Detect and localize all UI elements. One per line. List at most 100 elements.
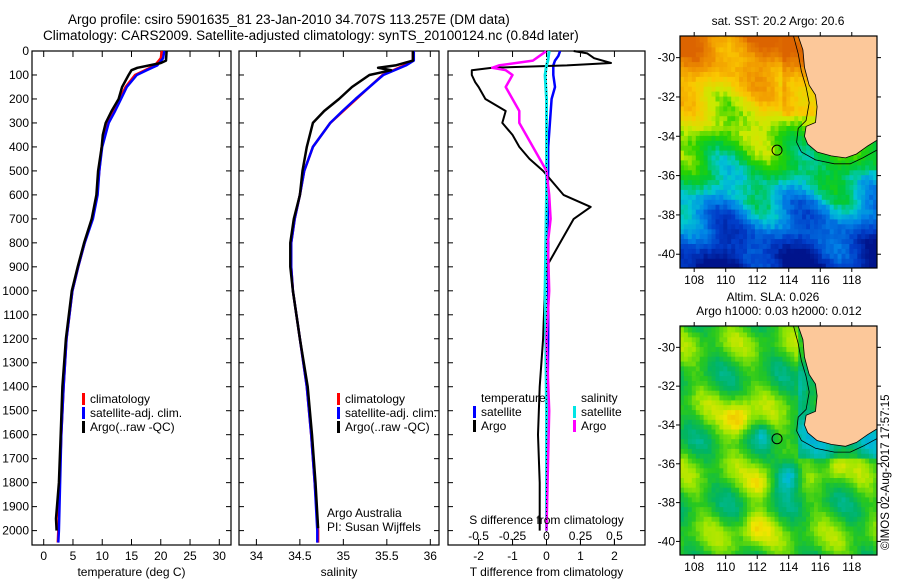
map-cell [680,496,685,503]
map-cell [849,243,854,249]
map-cell [802,516,807,522]
map-cell [829,448,835,454]
map-cell [723,545,728,551]
map-cell [778,154,783,161]
map-cell [778,228,783,235]
map-cell [798,365,803,372]
map-cell [723,530,728,537]
map-cell [735,130,740,136]
map-cell [841,530,846,537]
map-cell [790,472,795,478]
map-cell [691,399,697,406]
map-cell [798,194,803,200]
map-cell [790,394,795,401]
map-cell [814,258,819,264]
map-cell [711,194,716,200]
map-cell [743,462,748,469]
map-cell [825,209,831,215]
map-cell [853,530,858,537]
map-cell [731,37,736,43]
map-cell [719,61,724,68]
map-cell [723,525,728,532]
map-cell [719,346,724,352]
map-cell [770,199,776,205]
map-cell [680,263,685,268]
map-cell [695,218,701,225]
map-cell [758,184,764,190]
map-cell [770,189,776,195]
map-cell [837,248,843,254]
map-cell [857,506,862,512]
map-cell [869,258,874,264]
map-cell [754,248,760,254]
map-cell [778,428,783,435]
map-cell [747,154,752,161]
map-cell [833,501,839,508]
map-cell [798,110,803,117]
map-cell [829,550,835,555]
map-cell [715,204,720,210]
map-cell [743,125,748,131]
map-cell [821,467,827,474]
map-cell [766,120,772,126]
map-cell [727,545,732,551]
map-cell [790,365,795,372]
map-cell [687,540,693,546]
map-cell [782,66,787,72]
map-cell [798,189,803,195]
map-cell [735,169,740,176]
map-cell [798,81,803,87]
map-cell [762,150,768,156]
map-cell [845,154,850,161]
map-cell [719,223,724,230]
map-cell [691,36,697,38]
map-cell [786,443,791,449]
map-cell [750,521,756,527]
map-cell [869,253,874,259]
map-cell [691,223,697,230]
map-cell [743,238,748,244]
map-cell [680,194,685,200]
map-cell [849,487,854,493]
map-cell [680,360,685,367]
map-cell [723,56,728,63]
map-cell [778,100,783,107]
map-cell [683,356,689,362]
map-cell [853,248,858,254]
map-cell [739,115,744,122]
map-cell [731,351,736,357]
map-cell [790,550,795,555]
map-cell [778,115,783,122]
map-cell [861,482,866,488]
map-cell [790,346,795,352]
map-cell [817,253,823,259]
map-cell [786,81,791,87]
map-cell [829,525,835,532]
map-cell [739,213,744,220]
map-cell [794,501,799,508]
map-cell [782,467,787,474]
map-cell [770,258,776,264]
map-cell [758,81,764,87]
map-cell [845,213,850,220]
map-cell [782,438,787,445]
map-cell [683,223,689,230]
map-cell [707,399,713,406]
map-cell [865,253,870,259]
map-cell [833,453,839,459]
map-cell [802,140,807,146]
map-cell [782,238,787,244]
map-cell [727,243,732,249]
map-cell [680,394,685,401]
map-cell [727,145,732,151]
map-cell [806,81,811,87]
map-cell [766,159,772,166]
map-cell [699,174,705,181]
map-cell [798,399,803,406]
map-cell [814,438,819,445]
map-cell [770,159,776,166]
map-cell [786,233,791,240]
map-cell [766,467,772,474]
map-cell [695,51,701,58]
map-cell [806,399,811,406]
